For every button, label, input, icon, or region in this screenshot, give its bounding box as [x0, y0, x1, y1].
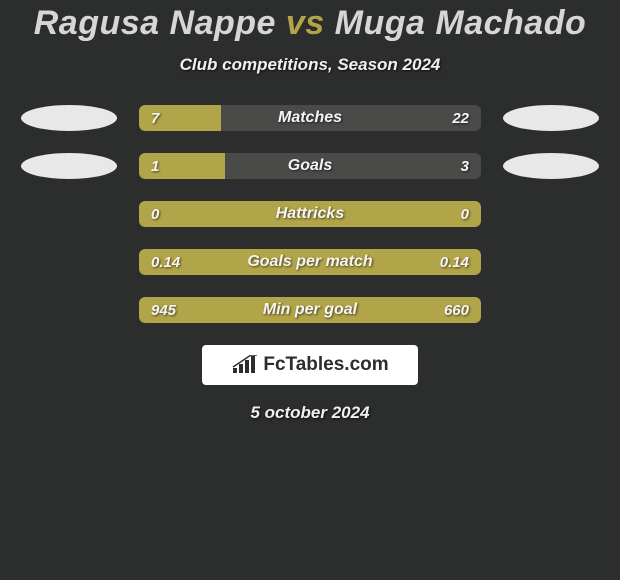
chart-icon: [231, 355, 259, 375]
player1-avatar: [21, 105, 117, 131]
player2-name: Muga Machado: [335, 4, 587, 42]
stat-label: Matches: [139, 105, 481, 131]
player1-name: Ragusa Nappe: [34, 4, 276, 42]
stat-row: 00Hattricks: [0, 201, 620, 227]
logo-text: FcTables.com: [263, 354, 388, 376]
stats-rows: 722Matches 13Goals 00Hattricks 0.140.14Goal…: [0, 105, 620, 323]
subtitle: Club competitions, Season 2024: [0, 55, 620, 75]
stat-bar: 0.140.14Goals per match: [139, 249, 481, 275]
stat-row: 0.140.14Goals per match: [0, 249, 620, 275]
vs-separator: vs: [286, 4, 325, 42]
stat-row: 13Goals: [0, 153, 620, 179]
stat-bar: 00Hattricks: [139, 201, 481, 227]
comparison-title: Ragusa Nappe vs Muga Machado: [0, 4, 620, 43]
stat-label: Hattricks: [139, 201, 481, 227]
stat-bar: 722Matches: [139, 105, 481, 131]
stat-label: Goals per match: [139, 249, 481, 275]
stat-bar: 945660Min per goal: [139, 297, 481, 323]
logo-box[interactable]: FcTables.com: [202, 345, 418, 385]
stat-bar: 13Goals: [139, 153, 481, 179]
player1-avatar: [21, 153, 117, 179]
stats-widget: Ragusa Nappe vs Muga Machado Club compet…: [0, 0, 620, 423]
player2-avatar: [503, 153, 599, 179]
player2-avatar: [503, 105, 599, 131]
date: 5 october 2024: [0, 403, 620, 423]
stat-label: Min per goal: [139, 297, 481, 323]
stat-label: Goals: [139, 153, 481, 179]
stat-row: 722Matches: [0, 105, 620, 131]
stat-row: 945660Min per goal: [0, 297, 620, 323]
